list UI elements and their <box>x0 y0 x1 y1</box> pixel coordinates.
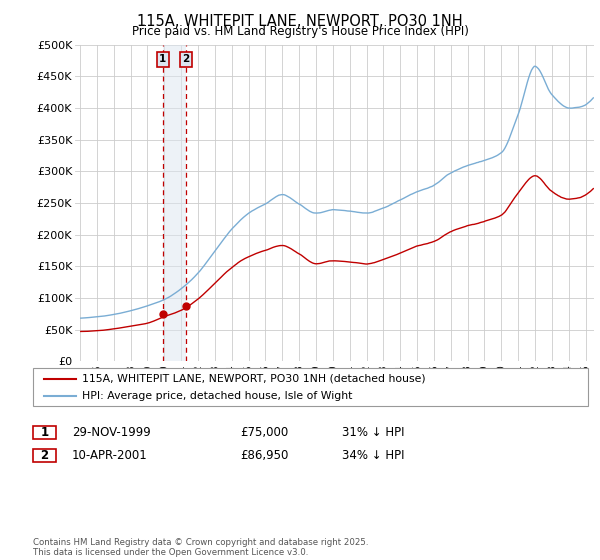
Text: 2: 2 <box>182 54 190 64</box>
Text: 115A, WHITEPIT LANE, NEWPORT, PO30 1NH: 115A, WHITEPIT LANE, NEWPORT, PO30 1NH <box>137 14 463 29</box>
Text: Contains HM Land Registry data © Crown copyright and database right 2025.
This d: Contains HM Land Registry data © Crown c… <box>33 538 368 557</box>
Text: 29-NOV-1999: 29-NOV-1999 <box>72 426 151 439</box>
Text: 10-APR-2001: 10-APR-2001 <box>72 449 148 462</box>
Text: 2: 2 <box>40 449 49 462</box>
Text: £75,000: £75,000 <box>240 426 288 439</box>
Bar <box>163 45 186 361</box>
Text: Price paid vs. HM Land Registry's House Price Index (HPI): Price paid vs. HM Land Registry's House … <box>131 25 469 38</box>
Text: £86,950: £86,950 <box>240 449 289 462</box>
Text: HPI: Average price, detached house, Isle of Wight: HPI: Average price, detached house, Isle… <box>82 391 353 402</box>
Text: 31% ↓ HPI: 31% ↓ HPI <box>342 426 404 439</box>
Text: 1: 1 <box>159 54 167 64</box>
Text: 115A, WHITEPIT LANE, NEWPORT, PO30 1NH (detached house): 115A, WHITEPIT LANE, NEWPORT, PO30 1NH (… <box>82 374 426 384</box>
Text: 34% ↓ HPI: 34% ↓ HPI <box>342 449 404 462</box>
Text: 1: 1 <box>40 426 49 439</box>
